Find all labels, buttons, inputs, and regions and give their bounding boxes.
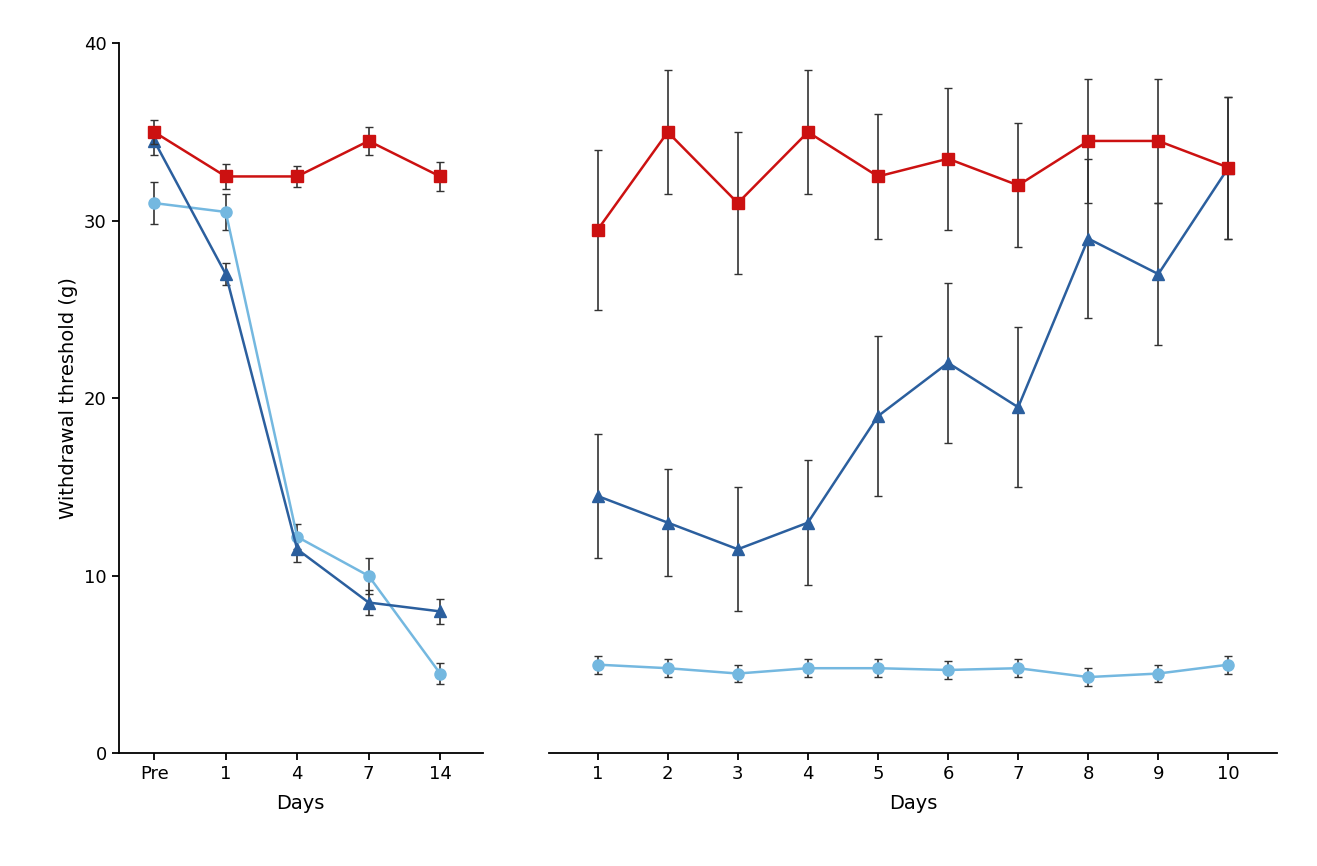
X-axis label: Days: Days: [889, 794, 938, 813]
Y-axis label: Withdrawal threshold (g): Withdrawal threshold (g): [59, 277, 79, 520]
X-axis label: Days: Days: [277, 794, 325, 813]
